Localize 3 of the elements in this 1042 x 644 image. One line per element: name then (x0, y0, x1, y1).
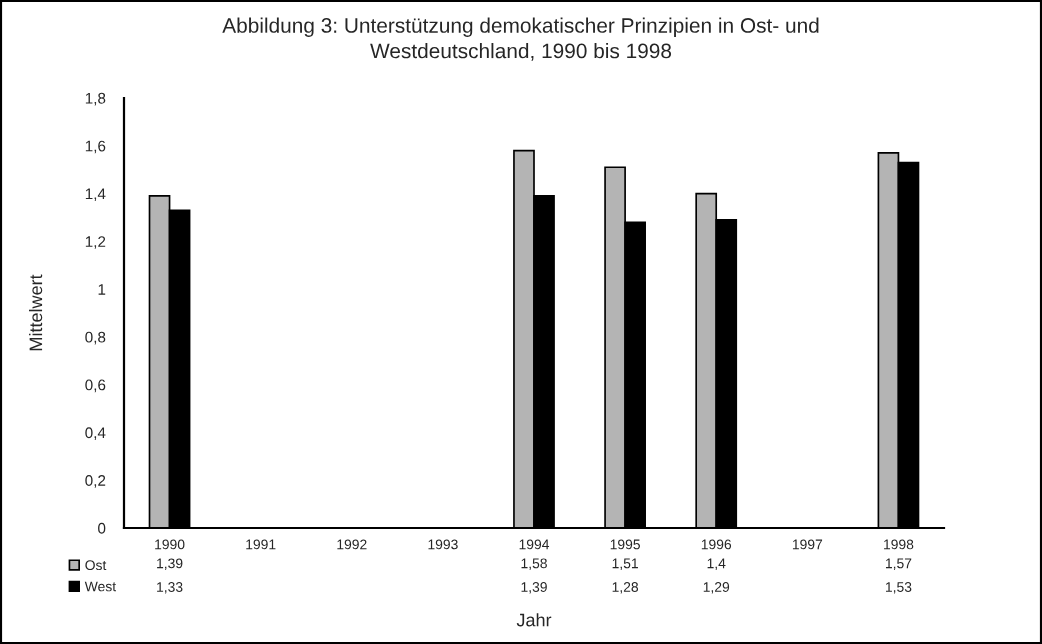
chart-title: Abbildung 3: Unterstützung demokatischer Prinzipien in Ost- und Westdeutschland, 1990 bis 1998 (222, 17, 819, 61)
y-axis-title: Mittelwert (28, 274, 43, 351)
x-axis-title: Jahr (516, 613, 552, 627)
